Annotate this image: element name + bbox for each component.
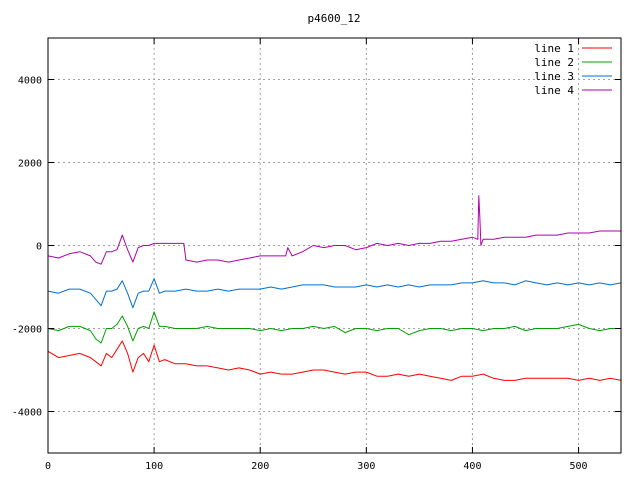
legend-label-2: line 2 bbox=[534, 56, 574, 69]
x-tick-label: 200 bbox=[251, 461, 269, 472]
series-line-3 bbox=[47, 278, 622, 309]
axis-ticks: 0 100 200 300 400 500 -4000 -2000 0 2000 4000 bbox=[12, 38, 621, 472]
x-tick-label: 500 bbox=[570, 461, 588, 472]
series-line-4 bbox=[47, 195, 621, 265]
legend-label-3: line 3 bbox=[534, 70, 574, 83]
y-tick-label: -2000 bbox=[12, 325, 42, 336]
y-tick-label: 0 bbox=[36, 242, 42, 253]
x-tick-label: 400 bbox=[463, 461, 481, 472]
x-tick-label: 100 bbox=[145, 461, 163, 472]
chart-title: p4600_12 bbox=[308, 12, 361, 25]
y-tick-label: -4000 bbox=[12, 408, 42, 419]
y-tick-label: 2000 bbox=[18, 159, 42, 170]
x-tick-label: 0 bbox=[45, 461, 51, 472]
series-line-1 bbox=[47, 340, 622, 381]
series-layer bbox=[47, 195, 622, 381]
legend-label-4: line 4 bbox=[534, 84, 574, 97]
y-tick-label: 4000 bbox=[18, 76, 42, 87]
x-tick-label: 300 bbox=[357, 461, 375, 472]
series-line-2 bbox=[47, 311, 621, 344]
legend-label-1: line 1 bbox=[534, 42, 574, 55]
